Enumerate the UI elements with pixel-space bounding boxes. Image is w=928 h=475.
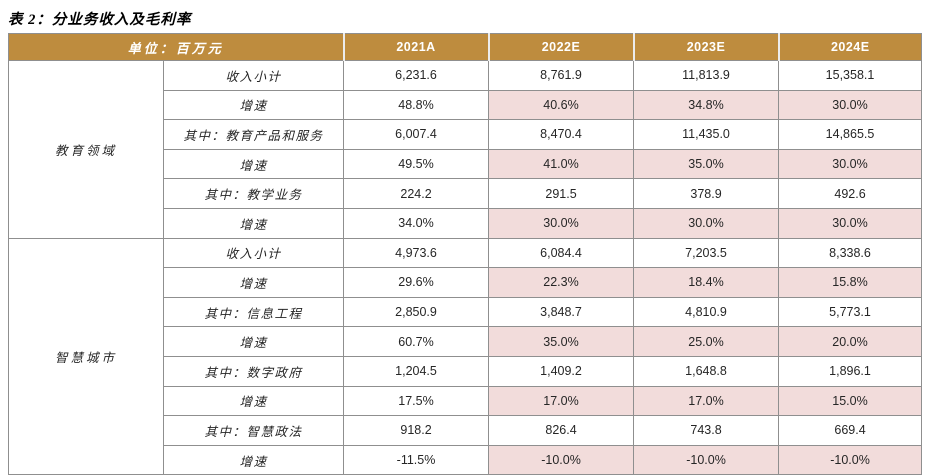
cell-2023e: 4,810.9: [633, 296, 780, 328]
cell-2022e: 291.5: [488, 178, 635, 209]
cell-2024e: 15.8%: [778, 267, 923, 298]
table-row: 其中：智慧政法 918.2 826.4 743.8 669.4: [9, 415, 923, 446]
table-title: 表 2：分业务收入及毛利率: [8, 12, 192, 28]
cell-2021a: 34.0%: [343, 207, 490, 239]
header-row: 单位：百万元 2021A 2022E 2023E 2024E: [7, 33, 923, 61]
column-header-2024e: 2024E: [777, 33, 923, 61]
cell-2024e: 15,358.1: [778, 60, 923, 91]
table-row: 其中：教育产品和服务 6,007.4 8,470.4 11,435.0 14,865.5: [9, 119, 923, 150]
cell-2024e: 30.0%: [778, 207, 923, 239]
cell-2022e: 826.4: [488, 415, 635, 446]
cell-2021a: 60.7%: [343, 326, 490, 357]
cell-2024e: 20.0%: [778, 326, 923, 357]
group-label-1: 智慧城市: [8, 237, 164, 475]
column-header-2023e: 2023E: [632, 33, 780, 61]
cell-2023e: 11,435.0: [633, 119, 780, 150]
table-row: 增速 17.5% 17.0% 17.0% 15.0%: [9, 385, 923, 417]
cell-2022e: 30.0%: [488, 207, 635, 239]
row-label-growth: 增速: [162, 326, 345, 357]
cell-2021a: 224.2: [343, 178, 490, 209]
cell-2024e: 15.0%: [778, 385, 923, 417]
cell-2024e: 14,865.5: [778, 119, 923, 150]
group-label-0: 教育领域: [8, 60, 164, 239]
cell-2021a: 29.6%: [343, 267, 490, 298]
cell-2023e: 18.4%: [633, 267, 780, 298]
cell-2021a: 2,850.9: [343, 296, 490, 328]
table-row: 教育领域 收入小计 6,231.6 8,761.9 11,813.9 15,358.1: [8, 60, 923, 239]
cell-2024e: 492.6: [778, 178, 923, 209]
cell-2022e: 17.0%: [488, 385, 635, 417]
row-label-metric: 其中：教学业务: [162, 178, 345, 209]
cell-2021a: 6,231.6: [343, 60, 490, 91]
cell-2022e: 3,848.7: [488, 296, 635, 328]
table-row: 增速 34.0% 30.0% 30.0% 30.0%: [9, 207, 923, 239]
cell-2024e: 30.0%: [778, 148, 923, 180]
table-row: 增速 29.6% 22.3% 18.4% 15.8%: [9, 267, 923, 298]
cell-2023e: 11,813.9: [633, 60, 780, 91]
cell-2023e: 17.0%: [633, 385, 780, 417]
cell-2023e: 35.0%: [633, 148, 780, 180]
row-label-metric: 其中：智慧政法: [162, 415, 345, 446]
cell-2021a: 1,204.5: [343, 355, 490, 387]
cell-2021a: 49.5%: [343, 148, 490, 180]
row-label-metric: 收入小计: [162, 60, 345, 91]
row-label-metric: 其中：教育产品和服务: [162, 119, 345, 150]
row-label-metric: 其中：信息工程: [162, 296, 345, 328]
cell-2023e: 7,203.5: [633, 237, 780, 269]
unit-header-cell: 单位：百万元: [7, 33, 345, 61]
cell-2022e: 8,470.4: [488, 119, 635, 150]
cell-2022e: -10.0%: [488, 444, 635, 475]
row-label-growth: 增速: [162, 385, 345, 417]
cell-2024e: 1,896.1: [778, 355, 923, 387]
row-label-growth: 增速: [162, 148, 345, 180]
cell-2023e: 378.9: [633, 178, 780, 209]
row-label-metric: 其中：数字政府: [162, 355, 345, 387]
row-label-metric: 收入小计: [162, 237, 345, 269]
column-header-2022e: 2022E: [487, 33, 635, 61]
cell-2024e: -10.0%: [778, 444, 923, 475]
cell-2022e: 22.3%: [488, 267, 635, 298]
cell-2024e: 5,773.1: [778, 296, 923, 328]
cell-2022e: 6,084.4: [488, 237, 635, 269]
row-label-growth: 增速: [162, 444, 345, 475]
cell-2022e: 40.6%: [488, 89, 635, 121]
cell-2021a: 4,973.6: [343, 237, 490, 269]
table-body: 教育领域 收入小计 6,231.6 8,761.9 11,813.9 15,358.1 增速…: [8, 60, 923, 475]
table-header: 单位：百万元 2021A 2022E 2023E 2024E: [7, 33, 923, 61]
row-label-growth: 增速: [162, 89, 345, 121]
cell-2022e: 8,761.9: [488, 60, 635, 91]
row-label-growth: 增速: [162, 267, 345, 298]
cell-2024e: 30.0%: [778, 89, 923, 121]
row-label-growth: 增速: [162, 207, 345, 239]
table-row: 增速 49.5% 41.0% 35.0% 30.0%: [9, 148, 923, 180]
cell-2021a: -11.5%: [343, 444, 490, 475]
cell-2021a: 48.8%: [343, 89, 490, 121]
table-row: 增速 60.7% 35.0% 25.0% 20.0%: [9, 326, 923, 357]
revenue-table: 单位：百万元 2021A 2022E 2023E 2024E 教育领域 收入小计 6…: [7, 33, 923, 475]
cell-2022e: 1,409.2: [488, 355, 635, 387]
column-header-2021a: 2021A: [342, 33, 490, 61]
cell-2023e: -10.0%: [633, 444, 780, 475]
cell-2024e: 8,338.6: [778, 237, 923, 269]
cell-2022e: 41.0%: [488, 148, 635, 180]
cell-2023e: 30.0%: [633, 207, 780, 239]
cell-2021a: 17.5%: [343, 385, 490, 417]
cell-2021a: 6,007.4: [343, 119, 490, 150]
table-row: 其中：信息工程 2,850.9 3,848.7 4,810.9 5,773.1: [9, 296, 923, 328]
cell-2021a: 918.2: [343, 415, 490, 446]
table-row: 智慧城市 收入小计 4,973.6 6,084.4 7,203.5 8,338.6: [8, 237, 923, 475]
table-row: 增速 48.8% 40.6% 34.8% 30.0%: [9, 89, 923, 121]
table-row: 增速 -11.5% -10.0% -10.0% -10.0%: [9, 444, 923, 475]
table-row: 其中：教学业务 224.2 291.5 378.9 492.6: [9, 178, 923, 209]
cell-2023e: 743.8: [633, 415, 780, 446]
cell-2023e: 34.8%: [633, 89, 780, 121]
cell-2023e: 1,648.8: [633, 355, 780, 387]
cell-2022e: 35.0%: [488, 326, 635, 357]
cell-2024e: 669.4: [778, 415, 923, 446]
cell-2023e: 25.0%: [633, 326, 780, 357]
